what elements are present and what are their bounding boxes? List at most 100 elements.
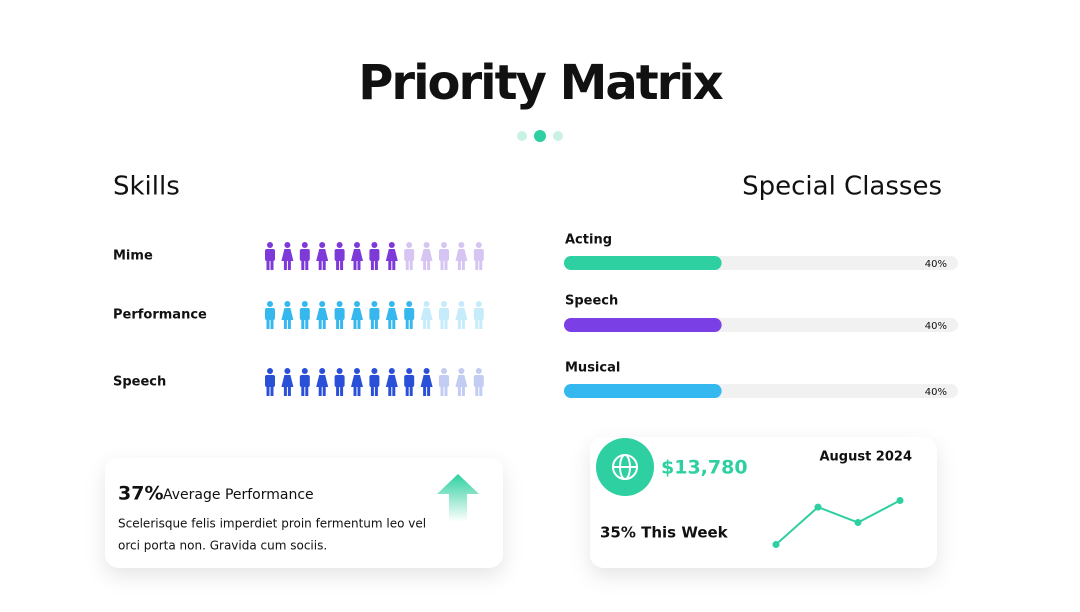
icon-head [284,301,291,307]
summary-label: Average Performance [163,487,314,503]
person-icon [369,301,380,329]
dot [534,130,546,142]
icon-body [281,375,294,387]
icon-head [354,368,360,374]
icon-body [473,375,484,387]
icon-leg [283,260,287,270]
icon-head [301,301,308,307]
icon-head [267,242,273,248]
bar-fill [564,384,722,398]
person-icon [404,301,415,329]
icon-body [385,249,398,261]
person-icon [473,301,484,329]
card [590,437,937,568]
icon-leg [305,319,309,329]
icon-leg [370,319,374,329]
date: August 2024 [819,450,912,465]
person-icon [351,368,363,396]
skill-label: Performance [113,308,207,323]
icon-head [406,368,413,374]
icon-leg [305,386,309,396]
person-icon [281,368,294,396]
icon-leg [322,260,326,270]
trend-line [775,499,901,546]
bar-label: Speech [565,294,618,309]
bar-fill [564,318,722,332]
icon-leg [475,386,479,396]
trend-point [772,541,780,548]
person-icon [385,301,398,329]
icon-body [385,375,398,387]
icon-body [299,375,310,387]
icon-head [354,242,360,248]
icon-head [441,301,447,307]
icon-head [441,368,447,374]
icon-leg [305,260,309,270]
icon-body [299,249,310,261]
icon-head [475,242,482,248]
icon-leg [266,260,270,270]
icon-leg [357,260,361,270]
icon-body [334,308,345,320]
icon-body [316,375,329,387]
icon-body [265,249,275,261]
icon-leg [283,319,287,329]
icon-head [458,301,465,307]
icon-leg [318,319,322,329]
icon-body [334,249,345,261]
icon-leg [479,386,483,396]
icon-head [406,301,413,307]
icon-leg [374,319,378,329]
person-icon [385,368,398,396]
icon-body [455,308,468,320]
person-icon [455,301,468,329]
person-icon [351,301,363,329]
icon-body [351,375,363,387]
icon-head [267,301,273,307]
icon-head [267,368,273,374]
icon-body [455,249,468,261]
icon-body [385,308,398,320]
icon-head [371,301,378,307]
icon-leg [392,260,396,270]
icon-leg [405,260,409,270]
icon-body [404,249,415,261]
icon-leg [266,386,270,396]
trend-point [896,497,904,504]
person-icon [473,368,484,396]
icon-head [388,242,395,248]
person-icon [299,368,310,396]
icon-leg [427,319,431,329]
bar-value: 40% [925,259,947,270]
icon-leg [270,386,274,396]
icon-leg [283,386,287,396]
icon-body [299,308,310,320]
person-icon [265,242,275,270]
icon-leg [318,260,322,270]
icon-leg [427,260,431,270]
icon-body [369,308,380,320]
title: Priority Matrix [358,55,724,111]
icon-head [475,368,482,374]
icon-leg [301,260,305,270]
icon-leg [461,386,465,396]
icon-leg [370,386,374,396]
icon-body [439,249,449,261]
icon-leg [423,260,427,270]
bar-value: 40% [925,321,947,332]
summary-text: orci porta non. Gravida cum sociis. [118,539,327,553]
icon-leg [340,260,344,270]
icon-leg [444,260,448,270]
icon-head [458,242,465,248]
icon-leg [266,319,270,329]
icon-leg [475,319,479,329]
icon-leg [444,319,448,329]
person-icon [439,242,449,270]
icon-leg [287,260,291,270]
icon-leg [336,386,340,396]
icon-leg [357,386,361,396]
icon-leg [479,319,483,329]
person-icon [369,368,380,396]
icon-leg [322,319,326,329]
